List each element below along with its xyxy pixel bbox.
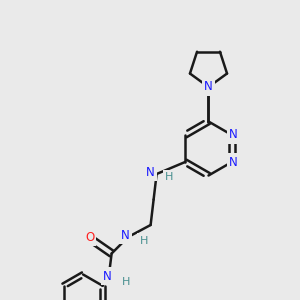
Text: N: N — [229, 128, 238, 142]
Text: O: O — [85, 231, 94, 244]
Text: N: N — [146, 166, 155, 179]
Text: N: N — [103, 269, 112, 283]
Text: N: N — [229, 155, 238, 169]
Text: H: H — [122, 277, 130, 287]
Text: N: N — [121, 229, 130, 242]
Text: H: H — [165, 172, 173, 182]
Text: N: N — [204, 80, 213, 94]
Text: H: H — [140, 236, 148, 246]
